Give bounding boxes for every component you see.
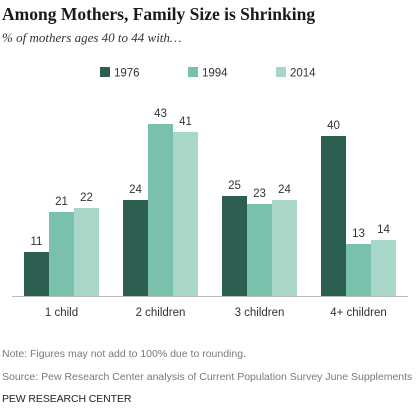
legend-swatch-1994 (188, 67, 198, 77)
bar-value-label: 13 (352, 228, 365, 240)
bar-value-label: 24 (278, 184, 291, 196)
bar-value-label: 41 (179, 116, 192, 128)
category-label: 4+ children (330, 307, 387, 319)
bar-2014-3-children (272, 200, 297, 296)
category-label: 1 child (45, 307, 78, 319)
bar-chart-svg: 1976 1994 2014 11 21 22 1 child 24 43 41 2 childre… (12, 67, 408, 319)
chart-subtitle: % of mothers ages 40 to 44 with… (2, 30, 182, 45)
bar-2014-2-children (173, 132, 198, 296)
category-label: 2 children (136, 307, 186, 319)
bar-value-label: 22 (80, 192, 93, 204)
bar-1976-4-children (321, 136, 346, 296)
legend-label-1994: 1994 (202, 68, 228, 80)
bar-value-label: 24 (129, 184, 142, 196)
bar-value-label: 40 (327, 120, 340, 132)
chart-source: Source: Pew Research Center analysis of … (2, 371, 413, 383)
bar-value-label: 23 (253, 188, 266, 200)
legend-label-2014: 2014 (290, 68, 316, 80)
organization-credit: PEW RESEARCH CENTER (2, 393, 132, 405)
bar-value-label: 43 (154, 108, 167, 120)
legend-label-1976: 1976 (114, 68, 140, 80)
bar-2014-4-children (371, 240, 396, 296)
bar-1994-2-children (148, 124, 173, 296)
bar-value-label: 21 (55, 196, 68, 208)
bar-value-label: 25 (228, 180, 241, 192)
legend-swatch-2014 (276, 67, 286, 77)
bar-2014-1-child (74, 208, 99, 296)
legend-swatch-1976 (100, 67, 110, 77)
bar-1994-3-children (247, 204, 272, 296)
bar-1976-3-children (222, 196, 247, 296)
category-label: 3 children (235, 307, 285, 319)
chart-title: Among Mothers, Family Size is Shrinking (2, 4, 316, 24)
bar-1976-1-child (24, 252, 49, 296)
bar-value-label: 14 (377, 224, 390, 236)
bar-1994-1-child (49, 212, 74, 296)
chart-note: Note: Figures may not add to 100% due to… (2, 348, 246, 360)
bar-1976-2-children (123, 200, 148, 296)
bar-value-label: 11 (31, 236, 43, 248)
bar-chart: 1976 1994 2014 11 21 22 1 child 24 43 41 2 childre… (0, 60, 420, 335)
bar-1994-4-children (346, 244, 371, 296)
